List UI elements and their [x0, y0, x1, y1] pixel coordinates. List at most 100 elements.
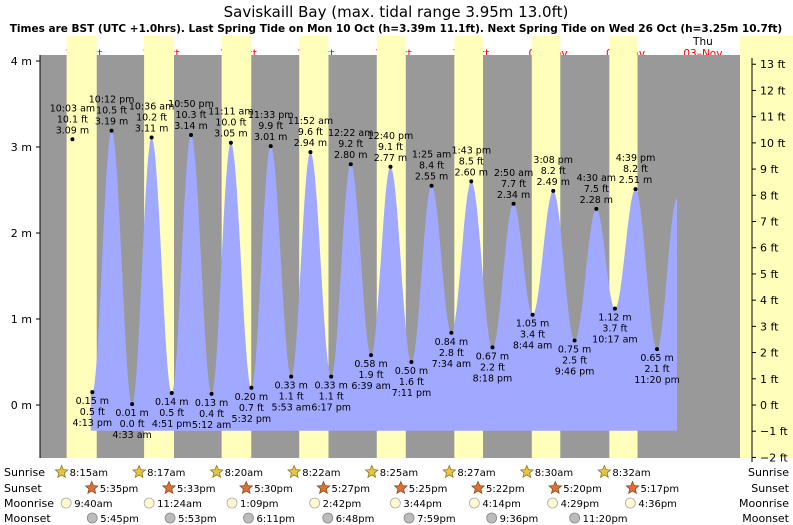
tide-height-m: 3.01 m — [254, 132, 287, 143]
y-right-tick-label: 9 ft — [760, 163, 779, 176]
tide-height-ft: 8.5 ft — [459, 156, 484, 167]
tide-height-m: 0.65 m — [640, 353, 673, 364]
tide-time: 4:39 pm — [616, 153, 656, 164]
tide-height-m: 3.11 m — [135, 124, 168, 135]
tide-height-ft: 8.2 ft — [541, 166, 566, 177]
moonrise-icon — [547, 497, 558, 509]
tide-height-m: 0.75 m — [558, 345, 591, 356]
row-label-right: Moonrise — [739, 497, 789, 510]
tide-height-ft: 8.4 ft — [419, 161, 444, 172]
tide-height-m: 0.33 m — [274, 381, 307, 392]
tide-curve — [90, 130, 677, 431]
tide-height-ft: 2.8 ft — [439, 348, 464, 359]
row-time: 8:20am — [225, 468, 263, 479]
tide-height-m: 1.05 m — [516, 319, 549, 330]
tide-time: 2:50 am — [494, 168, 533, 179]
tide-point — [429, 183, 434, 188]
tide-time: 11:11 am — [208, 107, 253, 118]
tide-time: 6:39 am — [351, 381, 390, 392]
tide-height-m: 0.01 m — [115, 408, 148, 419]
tide-time: 9:46 pm — [555, 367, 595, 378]
row-time: 4:36pm — [638, 499, 677, 510]
y-right-tick-label: 12 ft — [760, 84, 786, 97]
tide-height-m: 2.51 m — [619, 175, 652, 186]
tide-point — [169, 390, 174, 395]
y-right-tick-label: −2 ft — [760, 451, 788, 464]
sunrise-icon — [287, 464, 302, 479]
y-right-tick-label: 8 ft — [760, 189, 779, 202]
tide-time: 10:03 am — [50, 103, 95, 114]
tide-height-ft: 0.0 ft — [120, 419, 145, 430]
tide-point — [109, 128, 114, 133]
tide-height-ft: 2.1 ft — [645, 364, 670, 375]
moonset-icon — [569, 512, 581, 524]
tide-point — [633, 187, 638, 192]
tide-height-ft: 10.1 ft — [57, 114, 88, 125]
y-right-tick-label: 2 ft — [760, 347, 779, 360]
tide-height-m: 1.12 m — [598, 313, 631, 324]
tide-height-ft: 1.1 ft — [279, 392, 304, 403]
tide-point — [268, 144, 273, 149]
chart-subtitle: Times are BST (UTC +1.0hrs). Last Spring… — [10, 23, 782, 35]
tide-height-m: 0.33 m — [314, 381, 347, 392]
tide-height-m: 0.15 m — [76, 396, 109, 407]
daylight-header-band — [299, 36, 329, 55]
tide-point — [530, 312, 535, 317]
tide-time: 12:40 pm — [368, 131, 414, 142]
tide-height-m: 0.67 m — [476, 351, 509, 362]
tide-time: 8:18 pm — [473, 373, 513, 384]
tide-point — [149, 135, 154, 140]
row-time: 7:59pm — [417, 514, 456, 525]
sunset-icon — [161, 480, 177, 495]
y-axis-right: 13 ft 12 ft 11 ft 10 ft 9 ft 8 ft 7 ft 6 ft 5 ft… — [751, 58, 788, 464]
chart-title: Saviskaill Bay (max. tidal range 3.95m 1… — [224, 3, 569, 21]
row-time: 8:25am — [380, 468, 418, 479]
row-label-left: Sunset — [4, 482, 42, 495]
tide-point — [369, 353, 374, 358]
tide-point — [70, 137, 75, 142]
sunrise-icon — [54, 464, 69, 479]
row-time: 11:20pm — [583, 514, 628, 525]
tide-point — [511, 201, 516, 206]
tide-point — [228, 140, 233, 145]
moonset-icon — [243, 512, 254, 524]
daylight-header-band — [221, 36, 252, 55]
tide-height-ft: 0.5 ft — [80, 407, 105, 418]
row-time: 8:22am — [302, 468, 340, 479]
tide-time: 4:51 pm — [152, 419, 192, 430]
tide-height-m: 2.55 m — [415, 172, 448, 183]
tide-time: 10:12 pm — [89, 95, 135, 106]
row-time: 5:35pm — [100, 484, 139, 495]
row-label-left: Sunrise — [4, 466, 45, 479]
tide-point — [189, 132, 194, 137]
row-time: 5:27pm — [331, 484, 370, 495]
tide-point — [655, 347, 660, 352]
sunrise-icon — [131, 464, 147, 479]
tide-height-ft: 3.7 ft — [602, 324, 627, 335]
row-time: 8:15am — [70, 468, 108, 479]
daylight-header-band — [531, 36, 561, 55]
tide-height-m: 3.14 m — [174, 121, 207, 132]
tide-height-m: 3.09 m — [56, 125, 89, 136]
tide-time: 3:08 pm — [533, 155, 573, 166]
tide-point — [490, 345, 495, 350]
row-label-right: Moonset — [742, 512, 789, 525]
moonrise-icon — [624, 497, 636, 509]
tide-point — [572, 338, 577, 343]
tide-height-ft: 0.5 ft — [159, 408, 184, 419]
tide-point — [594, 206, 599, 211]
tide-point — [308, 150, 313, 155]
tide-height-m: 0.20 m — [235, 392, 268, 403]
tide-height-m: 2.80 m — [334, 150, 367, 161]
y-right-tick-label: 5 ft — [760, 268, 779, 281]
tide-height-m: 0.13 m — [195, 398, 228, 409]
tide-time: 7:34 am — [432, 359, 471, 370]
tide-height-ft: 0.7 ft — [239, 403, 264, 414]
moonset-icon — [164, 512, 176, 524]
y-right-tick-label: 6 ft — [760, 242, 779, 255]
sunset-icon — [393, 480, 408, 495]
tide-time: 4:30 am — [577, 173, 616, 184]
tide-height-ft: 9.1 ft — [378, 142, 403, 153]
tide-point — [469, 179, 474, 184]
row-time: 5:53pm — [178, 514, 217, 525]
